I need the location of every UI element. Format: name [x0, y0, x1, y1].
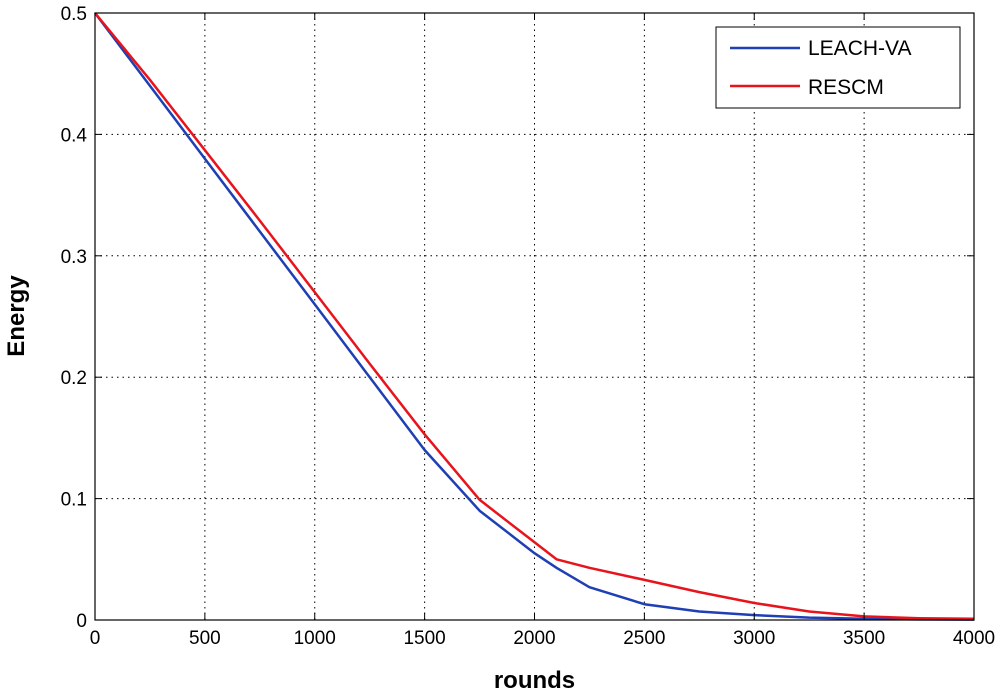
x-tick-label: 4000	[953, 628, 995, 649]
x-tick-label: 0	[90, 628, 101, 649]
grid-lines	[95, 13, 974, 620]
series-lines	[94, 12, 975, 621]
y-tick-label: 0	[76, 611, 87, 632]
y-tick-label: 0.3	[61, 247, 87, 268]
series-line-rescm	[94, 12, 975, 621]
tick-labels: 0 500 1000 1500 2000 2500 3000 3500 4000 0 0.1 0.2 0…	[61, 4, 996, 649]
x-tick-label: 3000	[733, 628, 775, 649]
x-tick-label: 1000	[294, 628, 336, 649]
y-tick-label: 0.1	[61, 490, 87, 511]
series-line-leach-va	[94, 12, 975, 621]
x-tick-label: 500	[189, 628, 221, 649]
legend: LEACH-VA RESCM	[715, 26, 961, 109]
x-axis-title: rounds	[494, 667, 575, 693]
legend-box	[715, 26, 961, 109]
y-axis-title: Energy	[3, 275, 30, 357]
legend-label-leach-va: LEACH-VA	[808, 37, 911, 60]
axis-ticks	[94, 12, 975, 621]
y-tick-label: 0.2	[61, 368, 87, 389]
x-tick-label: 3500	[843, 628, 885, 649]
y-tick-label: 0.4	[61, 125, 88, 146]
x-tick-label: 2000	[513, 628, 555, 649]
y-tick-label: 0.5	[61, 4, 87, 25]
x-tick-label: 2500	[623, 628, 665, 649]
x-tick-label: 1500	[403, 628, 445, 649]
legend-label-rescm: RESCM	[808, 76, 884, 99]
